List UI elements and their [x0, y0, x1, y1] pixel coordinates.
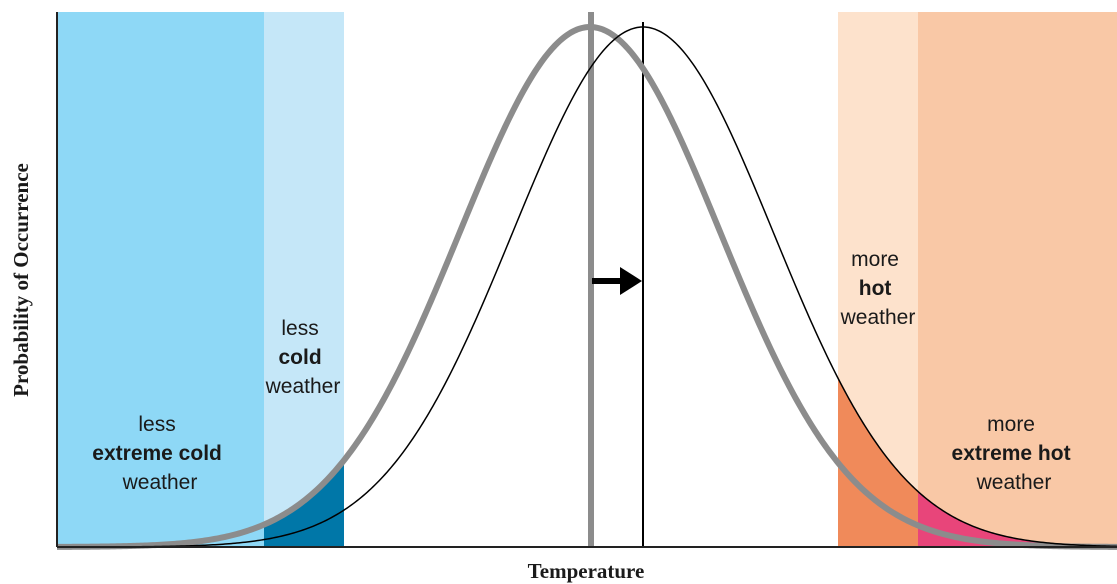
- extreme-hot-band: [918, 12, 1117, 547]
- extreme-hot-label: more extreme hot weather: [952, 413, 1077, 494]
- new-climate-curve: [57, 26, 1117, 548]
- hot-tail-fill: [838, 378, 918, 547]
- hot-label: more hot weather: [840, 248, 916, 329]
- shift-arrow-icon: [592, 267, 642, 295]
- x-axis-title: Temperature: [528, 559, 645, 583]
- cold-band: [264, 12, 344, 547]
- cold-label: less cold weather: [265, 317, 341, 398]
- extreme-hot-tail-fill: [918, 491, 1117, 547]
- previous-climate-curve: [57, 24, 1117, 550]
- extreme-cold-band: [57, 12, 264, 547]
- extreme-cold-label: less extreme cold weather: [92, 413, 227, 494]
- y-axis-title: Probability of Occurrence: [9, 163, 33, 397]
